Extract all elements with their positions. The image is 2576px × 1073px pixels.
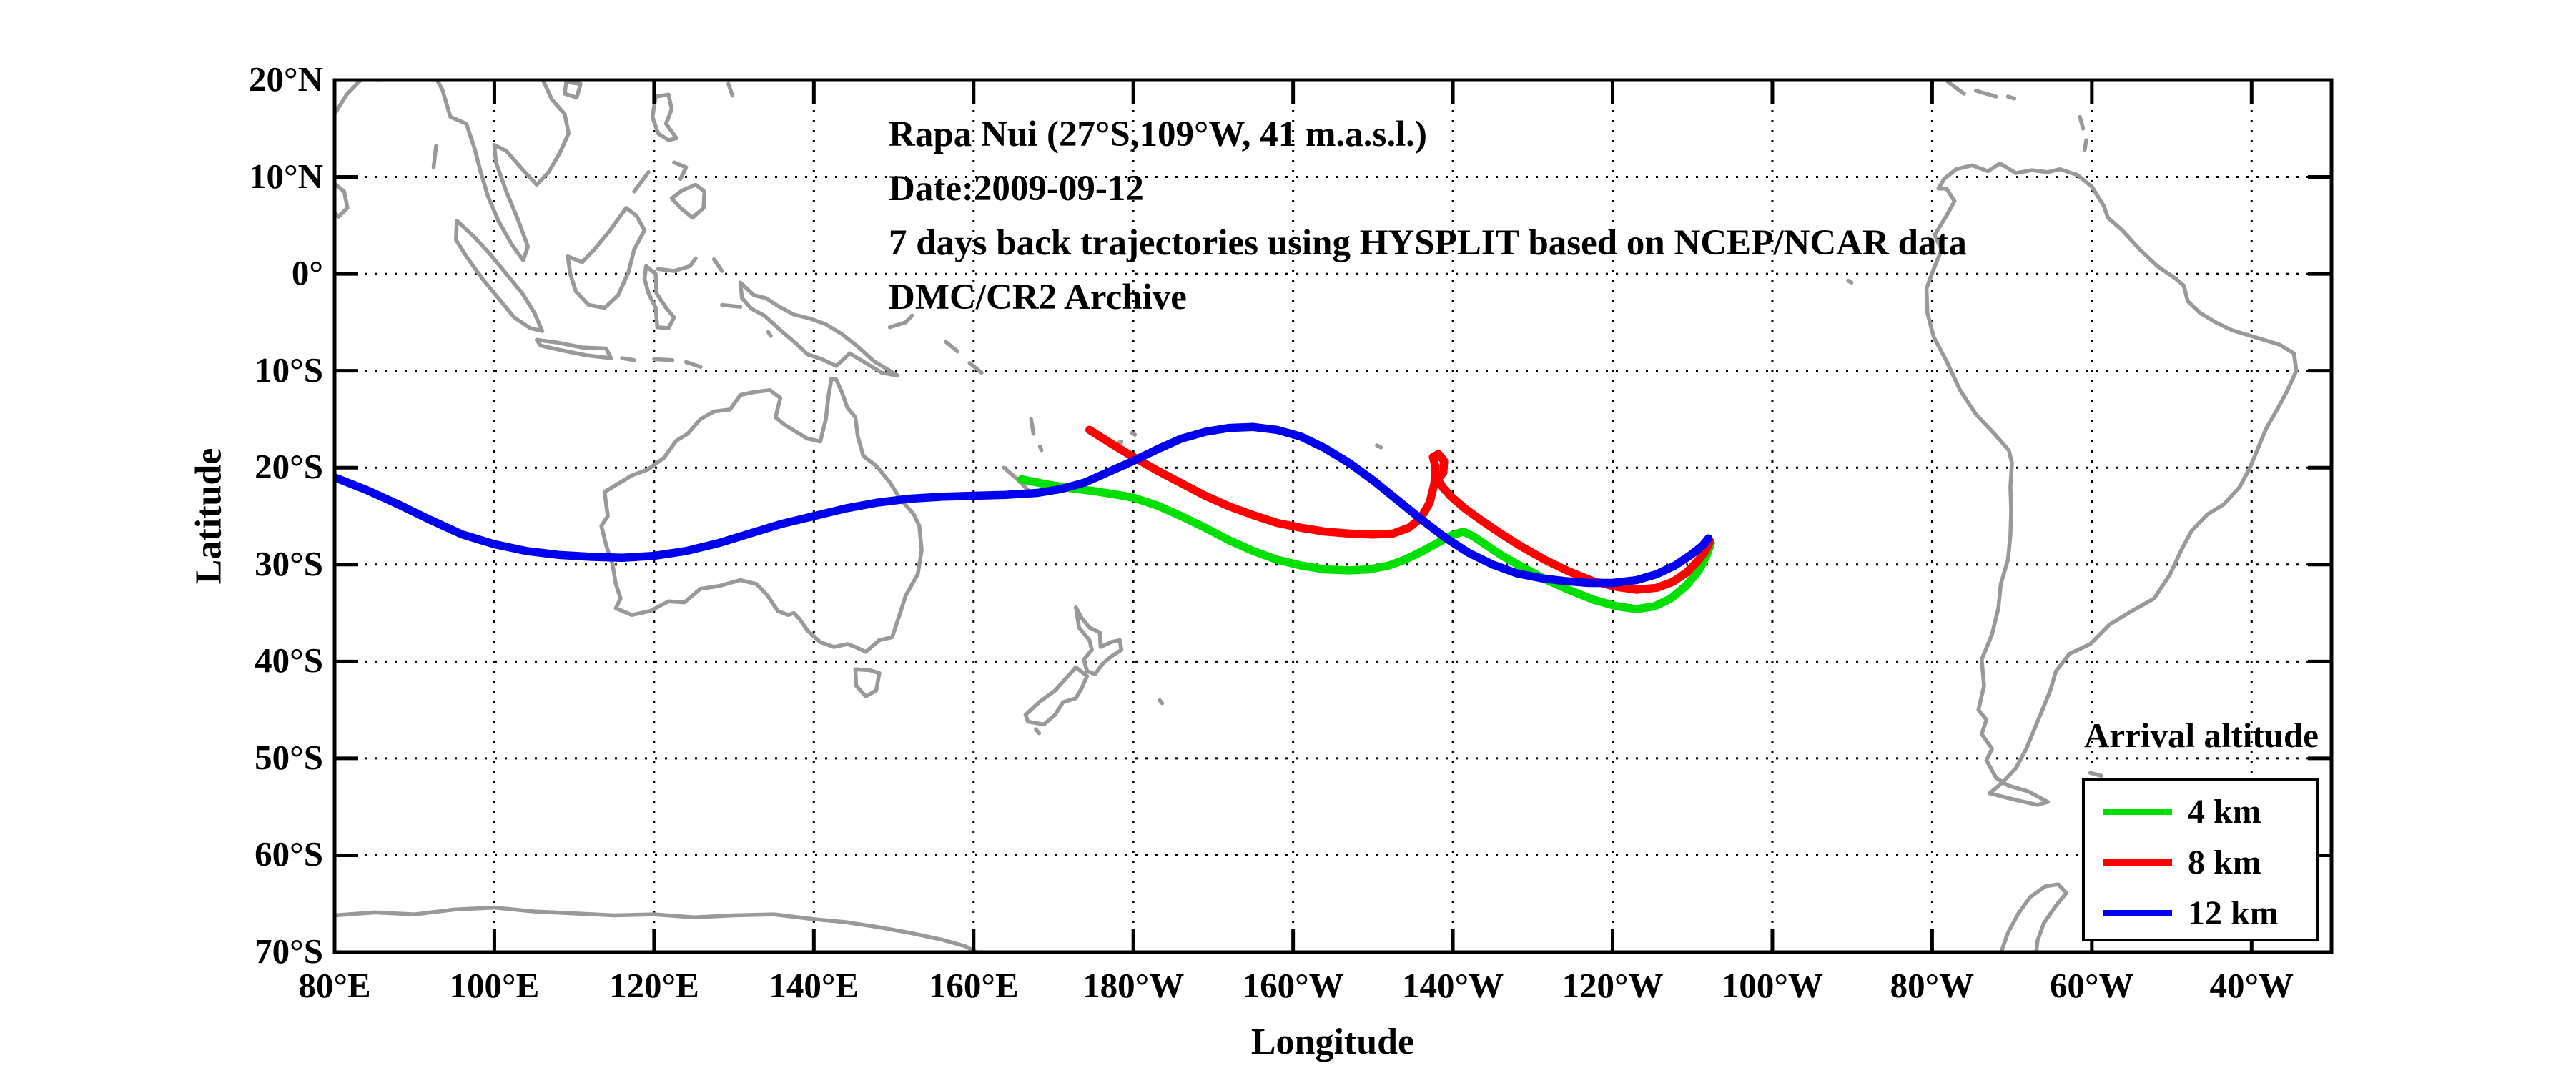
coastline-path (1846, 278, 1854, 285)
x-tick-label: 80°E (298, 966, 371, 1005)
coastline-path (738, 280, 900, 378)
title-line: DMC/CR2 Archive (889, 277, 1187, 317)
x-tick-label: 160°W (1242, 966, 1344, 1005)
trajectory-path-8-km (1085, 425, 1714, 594)
legend-title: Arrival altitude (2084, 716, 2319, 755)
y-tick-label: 40°S (255, 641, 323, 681)
title-line: Rapa Nui (27°S,109°W, 41 m.a.s.l.) (889, 114, 1427, 154)
x-tick-label: 80°W (1890, 966, 1975, 1005)
coastline-path (652, 357, 675, 362)
coastline-path (431, 144, 438, 169)
x-tick-label: 140°W (1402, 966, 1504, 1005)
coastline-path (1037, 444, 1044, 453)
coastline-path (1924, 161, 2299, 807)
coastline-path (632, 170, 651, 194)
x-axis-label: Longitude (1250, 1022, 1415, 1062)
legend-entry-label: 12 km (2188, 894, 2279, 932)
coastline-path (2088, 771, 2103, 778)
y-tick-label: 0° (291, 253, 323, 293)
world-coastlines (335, 80, 2299, 952)
coastline-path (766, 330, 773, 338)
coastline-path (1130, 430, 1138, 437)
title-line: Date:2009-09-12 (889, 169, 1144, 209)
x-tick-label: 60°W (2050, 966, 2134, 1005)
title-line: 7 days back trajectories using HYSPLIT b… (889, 223, 1967, 263)
y-tick-label: 20°S (255, 447, 323, 487)
legend-entry-label: 8 km (2188, 843, 2261, 881)
x-tick-label: 120°W (1561, 966, 1664, 1005)
coastline-path (2005, 94, 2017, 101)
coastline-path (1074, 605, 1124, 676)
plot-title-block: Rapa Nui (27°S,109°W, 41 m.a.s.l.) Date:2… (889, 107, 1967, 325)
trajectory-path-12-km (335, 422, 1713, 588)
legend-entry: 12 km (2085, 888, 2316, 939)
legend-entry: 8 km (2085, 837, 2316, 888)
trajectories (335, 422, 1715, 613)
coastline-path (1034, 727, 1042, 736)
coastline-path (454, 218, 545, 333)
x-tick-label: 40°W (2209, 966, 2294, 1005)
coastline-path (534, 337, 613, 360)
coastline-path (2078, 114, 2086, 131)
coastline-path (1974, 89, 1998, 99)
y-tick-label: 30°S (255, 543, 323, 583)
coastline-path (566, 206, 647, 310)
coastline-path (656, 256, 698, 273)
coastline-path (711, 257, 724, 273)
coastline-path (2083, 138, 2088, 152)
coastline-path (563, 80, 583, 100)
coastline-path (887, 313, 914, 330)
y-tick-label: 50°S (255, 737, 323, 777)
coastline-path (642, 264, 676, 330)
coastline-path (1023, 665, 1090, 727)
y-tick-label: 10°N (249, 156, 323, 196)
legend-box: 4 km 8 km 12 km (2082, 778, 2319, 941)
y-tick-label: 20°N (249, 59, 323, 99)
coastline-path (335, 80, 571, 262)
coastline-path (726, 81, 735, 98)
legend-entry-label: 4 km (2188, 792, 2261, 831)
legend-swatch (2103, 809, 2172, 815)
legend-entry: 4 km (2085, 786, 2316, 837)
y-tick-label: 10°S (255, 350, 323, 390)
coastline-path (669, 182, 707, 220)
axes-frame (332, 78, 2334, 954)
legend-swatch (2103, 859, 2172, 866)
coastline-path (943, 340, 960, 354)
coastline-path (720, 302, 743, 309)
x-tick-label: 120°E (608, 966, 699, 1005)
legend-swatch (2103, 910, 2172, 916)
coastline-path (684, 360, 703, 369)
coastline-path (1029, 417, 1036, 436)
coastline-path (853, 667, 882, 698)
trajectory-path-4-km (1017, 475, 1715, 613)
coastline-path (1375, 443, 1383, 450)
coastline-path (335, 182, 350, 219)
x-tick-label: 100°W (1721, 966, 1823, 1005)
coastline-path (1158, 698, 1165, 706)
x-tick-label: 160°E (928, 966, 1019, 1005)
coastline-path (967, 361, 984, 375)
y-tick-label: 60°S (255, 834, 323, 874)
coastline-path (335, 905, 981, 952)
coastline-path (599, 376, 924, 654)
y-tick-label: 70°S (255, 931, 323, 971)
coastline-path (1945, 80, 1966, 96)
coastline-path (672, 160, 689, 182)
x-tick-label: 180°W (1082, 966, 1185, 1005)
coastline-path (650, 92, 678, 142)
x-tick-label: 140°E (769, 966, 859, 1005)
coastline-path (620, 356, 636, 362)
coastline-path (1998, 882, 2068, 952)
x-tick-label: 100°E (449, 966, 540, 1005)
